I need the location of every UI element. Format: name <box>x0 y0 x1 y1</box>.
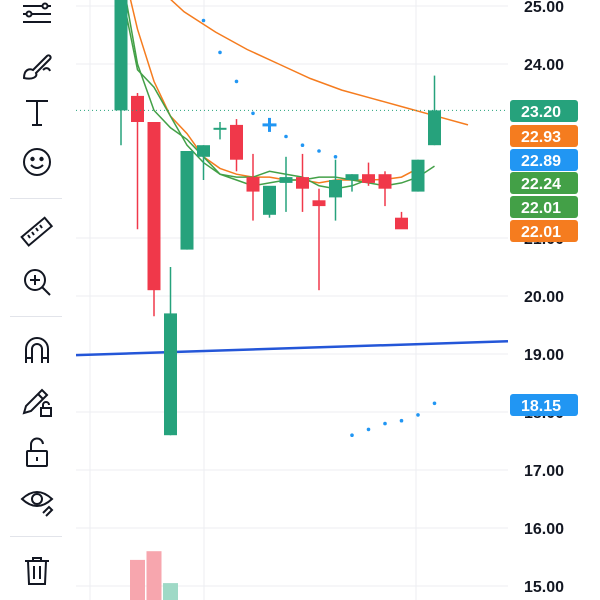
text-icon <box>26 100 48 126</box>
candle-body[interactable] <box>131 95 144 122</box>
volume-bar <box>163 583 178 600</box>
toolbar-separator <box>10 316 62 317</box>
moving-average-line <box>129 0 419 184</box>
price-label-text: 22.01 <box>521 224 561 241</box>
zoom-in-icon <box>24 269 51 296</box>
price-label-text: 18.15 <box>521 398 561 415</box>
brush-icon <box>22 54 52 80</box>
psar-dot <box>383 421 387 426</box>
price-label-badge <box>510 196 578 218</box>
trend-line-icon <box>23 2 51 23</box>
candle-body[interactable] <box>312 200 326 207</box>
eye-icon <box>20 491 54 517</box>
psar-dot <box>416 413 420 417</box>
moving-average-line <box>125 0 435 187</box>
price-label-badge <box>510 394 578 416</box>
candle-body[interactable] <box>197 145 210 157</box>
trend-line-tool[interactable] <box>14 0 60 38</box>
emoji-tool[interactable] <box>14 142 60 182</box>
price-axis-tick-label: 17.00 <box>524 463 564 480</box>
candle-body[interactable] <box>263 185 276 215</box>
price-label-badge <box>510 220 578 242</box>
lock-drawings-tool[interactable] <box>14 382 60 422</box>
drawing-toolbar <box>0 0 76 600</box>
psar-dot <box>399 418 404 423</box>
price-axis-tick-label: 20.00 <box>524 289 564 306</box>
smiley-icon <box>23 148 51 176</box>
price-label-badge <box>510 149 578 171</box>
volume-bar <box>146 551 162 600</box>
price-label-text: 22.89 <box>521 153 561 170</box>
price-axis-tick-label: 25.00 <box>524 0 564 16</box>
candle-body[interactable] <box>246 177 260 192</box>
candle-body[interactable] <box>411 159 425 192</box>
price-label-text: 23.20 <box>521 104 561 121</box>
toolbar-separator <box>10 536 62 537</box>
candle-body[interactable] <box>180 151 194 250</box>
magnet-icon <box>25 337 49 363</box>
ruler-icon <box>20 216 54 247</box>
volume-bar <box>130 559 145 600</box>
hide-drawings-tool[interactable] <box>14 480 60 520</box>
candle-body[interactable] <box>279 177 293 183</box>
price-axis-tick-label: 16.00 <box>524 521 564 538</box>
candle-body[interactable] <box>362 174 375 183</box>
psar-dot <box>366 427 371 432</box>
psar-dot <box>350 433 354 438</box>
candle-body[interactable] <box>428 110 441 146</box>
price-label-badge <box>510 125 578 147</box>
price-label-badge <box>510 172 578 194</box>
psar-dot <box>333 155 338 159</box>
trend-line[interactable] <box>76 339 509 357</box>
price-axis-tick-label: 15.00 <box>524 579 564 596</box>
text-tool[interactable] <box>14 92 60 132</box>
candle-body[interactable] <box>147 122 161 291</box>
psar-dot <box>201 18 206 23</box>
moving-average-line <box>122 0 369 190</box>
price-axis-tick-label: 19.00 <box>524 347 564 364</box>
candle-body[interactable] <box>230 124 243 160</box>
psar-dot <box>432 401 437 406</box>
psar-dot <box>300 143 305 147</box>
toolbar-separator <box>10 198 62 199</box>
candle-body[interactable] <box>296 177 309 189</box>
price-label-text: 22.01 <box>521 200 561 217</box>
brush-tool[interactable] <box>14 46 60 86</box>
psar-dot <box>317 149 321 153</box>
moving-average-line <box>170 0 469 126</box>
candle-body[interactable] <box>345 174 359 180</box>
candle-body[interactable] <box>378 174 392 189</box>
candle-body[interactable] <box>114 0 128 111</box>
price-label-text: 22.24 <box>521 176 561 193</box>
psar-dot <box>251 111 255 116</box>
remove-drawings-tool[interactable] <box>14 550 60 590</box>
psar-dot <box>284 134 288 139</box>
lock-all-tool[interactable] <box>14 432 60 472</box>
pencil-lock-icon <box>22 388 52 417</box>
psar-dot <box>218 50 222 55</box>
psar-dot <box>234 79 239 84</box>
measure-tool[interactable] <box>14 212 60 252</box>
magnet-tool[interactable] <box>14 330 60 370</box>
zoom-tool[interactable] <box>14 262 60 302</box>
trash-icon <box>25 557 49 585</box>
candle-body[interactable] <box>329 180 342 198</box>
candle-body[interactable] <box>213 127 227 130</box>
candle-body[interactable] <box>395 217 408 230</box>
candle-body[interactable] <box>164 313 177 436</box>
unlock-icon <box>26 437 48 467</box>
price-chart[interactable]: 25.0024.0021.0020.0019.0018.0017.0016.00… <box>76 0 600 600</box>
price-axis-tick-label: 24.00 <box>524 57 564 74</box>
chart-pane[interactable]: 25.0024.0021.0020.0019.0018.0017.0016.00… <box>76 0 600 600</box>
price-label-text: 22.93 <box>521 129 561 146</box>
price-label-badge <box>510 100 578 122</box>
